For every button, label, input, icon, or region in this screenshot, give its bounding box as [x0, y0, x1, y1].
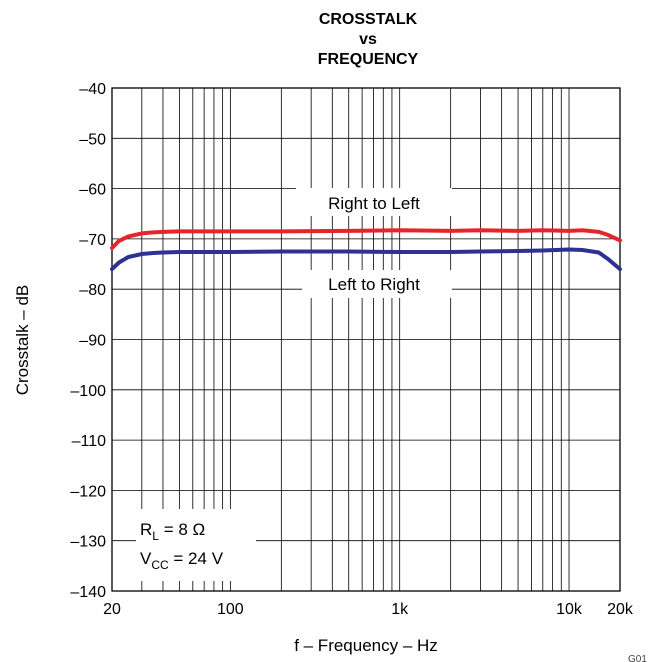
chart-title-line-1: CROSSTALK: [319, 11, 418, 28]
y-tick-label: –130: [70, 534, 106, 551]
chart-title-line-2: vs: [359, 31, 377, 48]
x-tick-label: 100: [217, 601, 244, 618]
label-bg-right-to-left: [296, 188, 452, 216]
y-tick-label: –40: [79, 81, 106, 98]
conditions-box: [136, 509, 256, 581]
y-tick-label: –100: [70, 383, 106, 400]
y-tick-label: –120: [70, 483, 106, 500]
y-tick-labels: –40 –50 –60 –70 –80 –90 –100 –110 –120 –130 –140: [70, 81, 106, 601]
chart-title-line-3: FREQUENCY: [318, 51, 419, 68]
legend-left-to-right: Left to Right: [328, 275, 420, 294]
y-axis-label: Crosstalk – dB: [13, 285, 32, 396]
y-tick-label: –110: [72, 433, 107, 450]
grid-lines: [112, 88, 620, 591]
x-tick-label: 20k: [607, 601, 634, 618]
vcc-annotation: VCC = 24 V: [140, 549, 224, 572]
x-tick-label: 1k: [391, 601, 409, 618]
legend-right-to-left: Right to Left: [328, 194, 420, 213]
series-line-left-to-right: [110, 247, 622, 272]
rl-annotation: RL = 8 Ω: [140, 520, 205, 543]
figure-code: G01: [628, 654, 647, 662]
plot-frame: [111, 87, 621, 592]
label-bg-left-to-right: [302, 270, 452, 298]
x-tick-labels: 20 100 1k 10k 20k: [103, 601, 634, 618]
y-tick-label: –70: [79, 232, 106, 249]
x-tick-label: 10k: [556, 601, 583, 618]
data-series: [110, 228, 622, 272]
y-tick-label: –140: [70, 584, 106, 601]
y-tick-label: –90: [79, 333, 106, 350]
x-axis-label: f – Frequency – Hz: [294, 636, 438, 655]
series-line-right-to-left: [110, 228, 622, 250]
x-tick-label: 20: [103, 601, 121, 618]
y-tick-label: –60: [79, 182, 106, 199]
y-tick-label: –80: [79, 282, 106, 299]
y-tick-label: –50: [79, 131, 106, 148]
